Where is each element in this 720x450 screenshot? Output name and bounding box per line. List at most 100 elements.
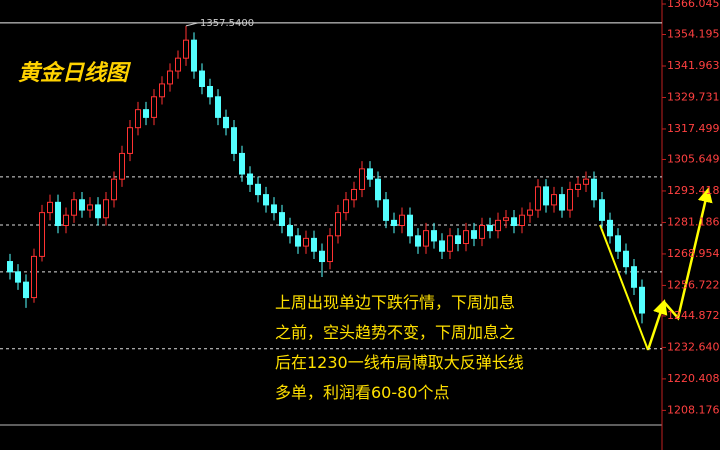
candle-body [191, 39, 197, 72]
candle-body [335, 212, 341, 237]
candle-body [535, 186, 541, 211]
candle-body [207, 85, 213, 98]
candle-body [255, 183, 261, 196]
candle-body [271, 204, 277, 214]
candle-body [359, 168, 365, 190]
candle-body [487, 224, 493, 232]
y-tick-label: 1341.9630 [667, 59, 720, 72]
candle-body [127, 127, 133, 154]
candle-body [63, 214, 69, 226]
candle-body [199, 70, 205, 87]
candle-body [551, 194, 557, 206]
candle-body [15, 271, 21, 283]
candle-body [47, 201, 53, 214]
candle-body [79, 199, 85, 211]
candle-body [415, 235, 421, 247]
candle-body [183, 39, 189, 59]
candle-body [279, 212, 285, 226]
candle-body [503, 217, 509, 221]
candle-body [391, 219, 397, 226]
candle-body [327, 235, 333, 263]
candle-body [303, 237, 309, 247]
y-tick-label: 1208.1765 [667, 403, 720, 416]
y-tick-label: 1305.6495 [667, 152, 720, 165]
y-tick-label: 1220.4085 [667, 372, 720, 385]
candle-body [223, 116, 229, 129]
candle-body [455, 235, 461, 245]
candle-body [367, 168, 373, 180]
candle-body [447, 235, 453, 252]
candle-body [519, 214, 525, 226]
projection-arrow [663, 187, 713, 321]
candle-body [463, 230, 469, 245]
candle-body [175, 57, 181, 72]
candle-body [343, 199, 349, 214]
candle-body [599, 199, 605, 221]
candle-body [383, 199, 389, 221]
annotation-line: 之前，空头趋势不变，下周加息之 [275, 323, 515, 342]
y-tick-label: 1366.0450 [667, 0, 720, 10]
candle-body [583, 178, 589, 185]
candle-body [247, 173, 253, 185]
candle-body [119, 152, 125, 180]
candle-body [351, 188, 357, 201]
annotation-line: 多单，利润看60-80个点 [275, 383, 450, 402]
candle-body [111, 178, 117, 201]
candle-body [423, 230, 429, 247]
candle-body [527, 209, 533, 216]
candle-body [543, 186, 549, 206]
projection-arrow [646, 299, 668, 351]
candle-body [311, 237, 317, 252]
candle-body [439, 240, 445, 252]
candle-body [7, 261, 13, 273]
y-tick-label: 1244.8720 [667, 309, 720, 322]
candle-body [95, 204, 101, 219]
y-tick-label: 1268.9542 [667, 247, 720, 260]
candle-body [167, 70, 173, 85]
candle-body [575, 183, 581, 190]
candle-body [591, 178, 597, 201]
y-tick-label: 1317.4990 [667, 122, 720, 135]
candle-body [399, 214, 405, 226]
candle-body [23, 281, 29, 299]
y-tick-label: 1354.1950 [667, 28, 720, 41]
candle-body [159, 83, 165, 98]
candle-body [55, 201, 61, 226]
annotation-line: 后在1230一线布局博取大反弹长线 [275, 353, 524, 372]
candle-body [103, 199, 109, 219]
candle-body [71, 199, 77, 216]
candle-body [151, 96, 157, 118]
chart-title: 黄金日线图 [18, 60, 132, 86]
y-tick-label: 1329.7315 [667, 90, 720, 103]
y-tick-label: 1256.7227 [667, 278, 720, 291]
candle-body [479, 224, 485, 239]
candle-body [471, 230, 477, 239]
candle-body [375, 178, 381, 201]
candle-body [607, 219, 613, 237]
candle-body [263, 194, 269, 206]
candle-body [295, 235, 301, 247]
candle-body [623, 250, 629, 268]
candle-body [231, 127, 237, 154]
candle-body [567, 188, 573, 211]
high-label: 1357.5400 [200, 18, 254, 29]
candle-body [39, 212, 45, 257]
high-marker [185, 22, 199, 27]
y-tick-label: 1281.1865 [667, 215, 720, 228]
candle-body [287, 224, 293, 237]
candle-body [511, 217, 517, 226]
projection-line [599, 224, 649, 351]
candle-body [239, 152, 245, 175]
candle-body [215, 96, 221, 118]
candle-body [319, 250, 325, 263]
y-tick-label: 1293.4180 [667, 184, 720, 197]
candle-body [143, 109, 149, 118]
candle-body [495, 219, 501, 232]
annotation-line: 上周出现单边下跌行情，下周加息 [275, 293, 515, 312]
candle-body [407, 214, 413, 237]
candle-body [615, 235, 621, 252]
candle-body [87, 204, 93, 211]
candle-body [431, 230, 437, 242]
candle-body [135, 109, 141, 129]
